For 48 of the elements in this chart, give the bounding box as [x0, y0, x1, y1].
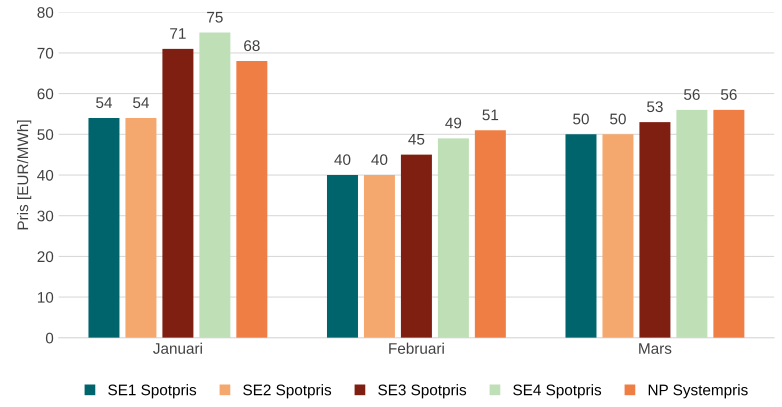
y-tick-label: 80 — [37, 7, 54, 18]
data-label: 51 — [482, 110, 498, 120]
bar — [88, 118, 120, 338]
data-label: 56 — [720, 89, 737, 100]
x-tick-label: Januari — [153, 342, 202, 354]
y-axis-title: Pris [EUR/MWh] — [17, 120, 32, 230]
bar — [676, 110, 708, 338]
data-label: 50 — [573, 114, 589, 124]
y-tick-label: 0 — [46, 332, 54, 344]
bar — [474, 130, 506, 338]
y-tick-label: 40 — [37, 170, 54, 181]
data-label: 40 — [334, 154, 350, 166]
y-tick-label: 50 — [37, 129, 54, 140]
y-tick-label: 30 — [37, 210, 54, 222]
data-label: 50 — [610, 114, 626, 124]
bar — [602, 134, 634, 338]
bar — [438, 138, 469, 338]
bar — [565, 134, 596, 338]
x-tick-label: Mars — [639, 343, 672, 354]
data-label: 71 — [170, 28, 186, 39]
data-label: 45 — [408, 134, 424, 145]
bar — [713, 110, 744, 338]
bar — [326, 175, 358, 338]
bar — [199, 32, 230, 338]
data-label: 49 — [445, 118, 462, 128]
data-label: 40 — [371, 154, 388, 166]
data-label: 54 — [133, 97, 149, 108]
data-label: 53 — [647, 101, 663, 112]
x-tick-label: Februari — [389, 342, 444, 354]
data-label: 68 — [244, 40, 260, 52]
legend-label: SE2 Spotpris — [243, 384, 332, 398]
y-tick-label: 10 — [38, 292, 54, 303]
legend-label: SE3 Spotpris — [378, 384, 466, 398]
bar — [364, 175, 395, 338]
bar — [236, 61, 268, 338]
data-label: 75 — [207, 12, 223, 23]
legend-label: SE4 Spotpris — [513, 384, 602, 398]
legend-label: SE1 Spotpris — [108, 384, 196, 398]
bar — [639, 122, 670, 338]
y-tick-label: 70 — [38, 48, 54, 59]
data-label: 54 — [96, 97, 112, 108]
bar — [125, 118, 156, 338]
y-tick-label: 60 — [38, 88, 54, 100]
bar — [400, 154, 432, 338]
bar — [162, 48, 194, 338]
data-label: 56 — [684, 89, 700, 100]
legend-label: NP Systempris — [648, 384, 748, 398]
y-tick-label: 20 — [38, 251, 54, 262]
